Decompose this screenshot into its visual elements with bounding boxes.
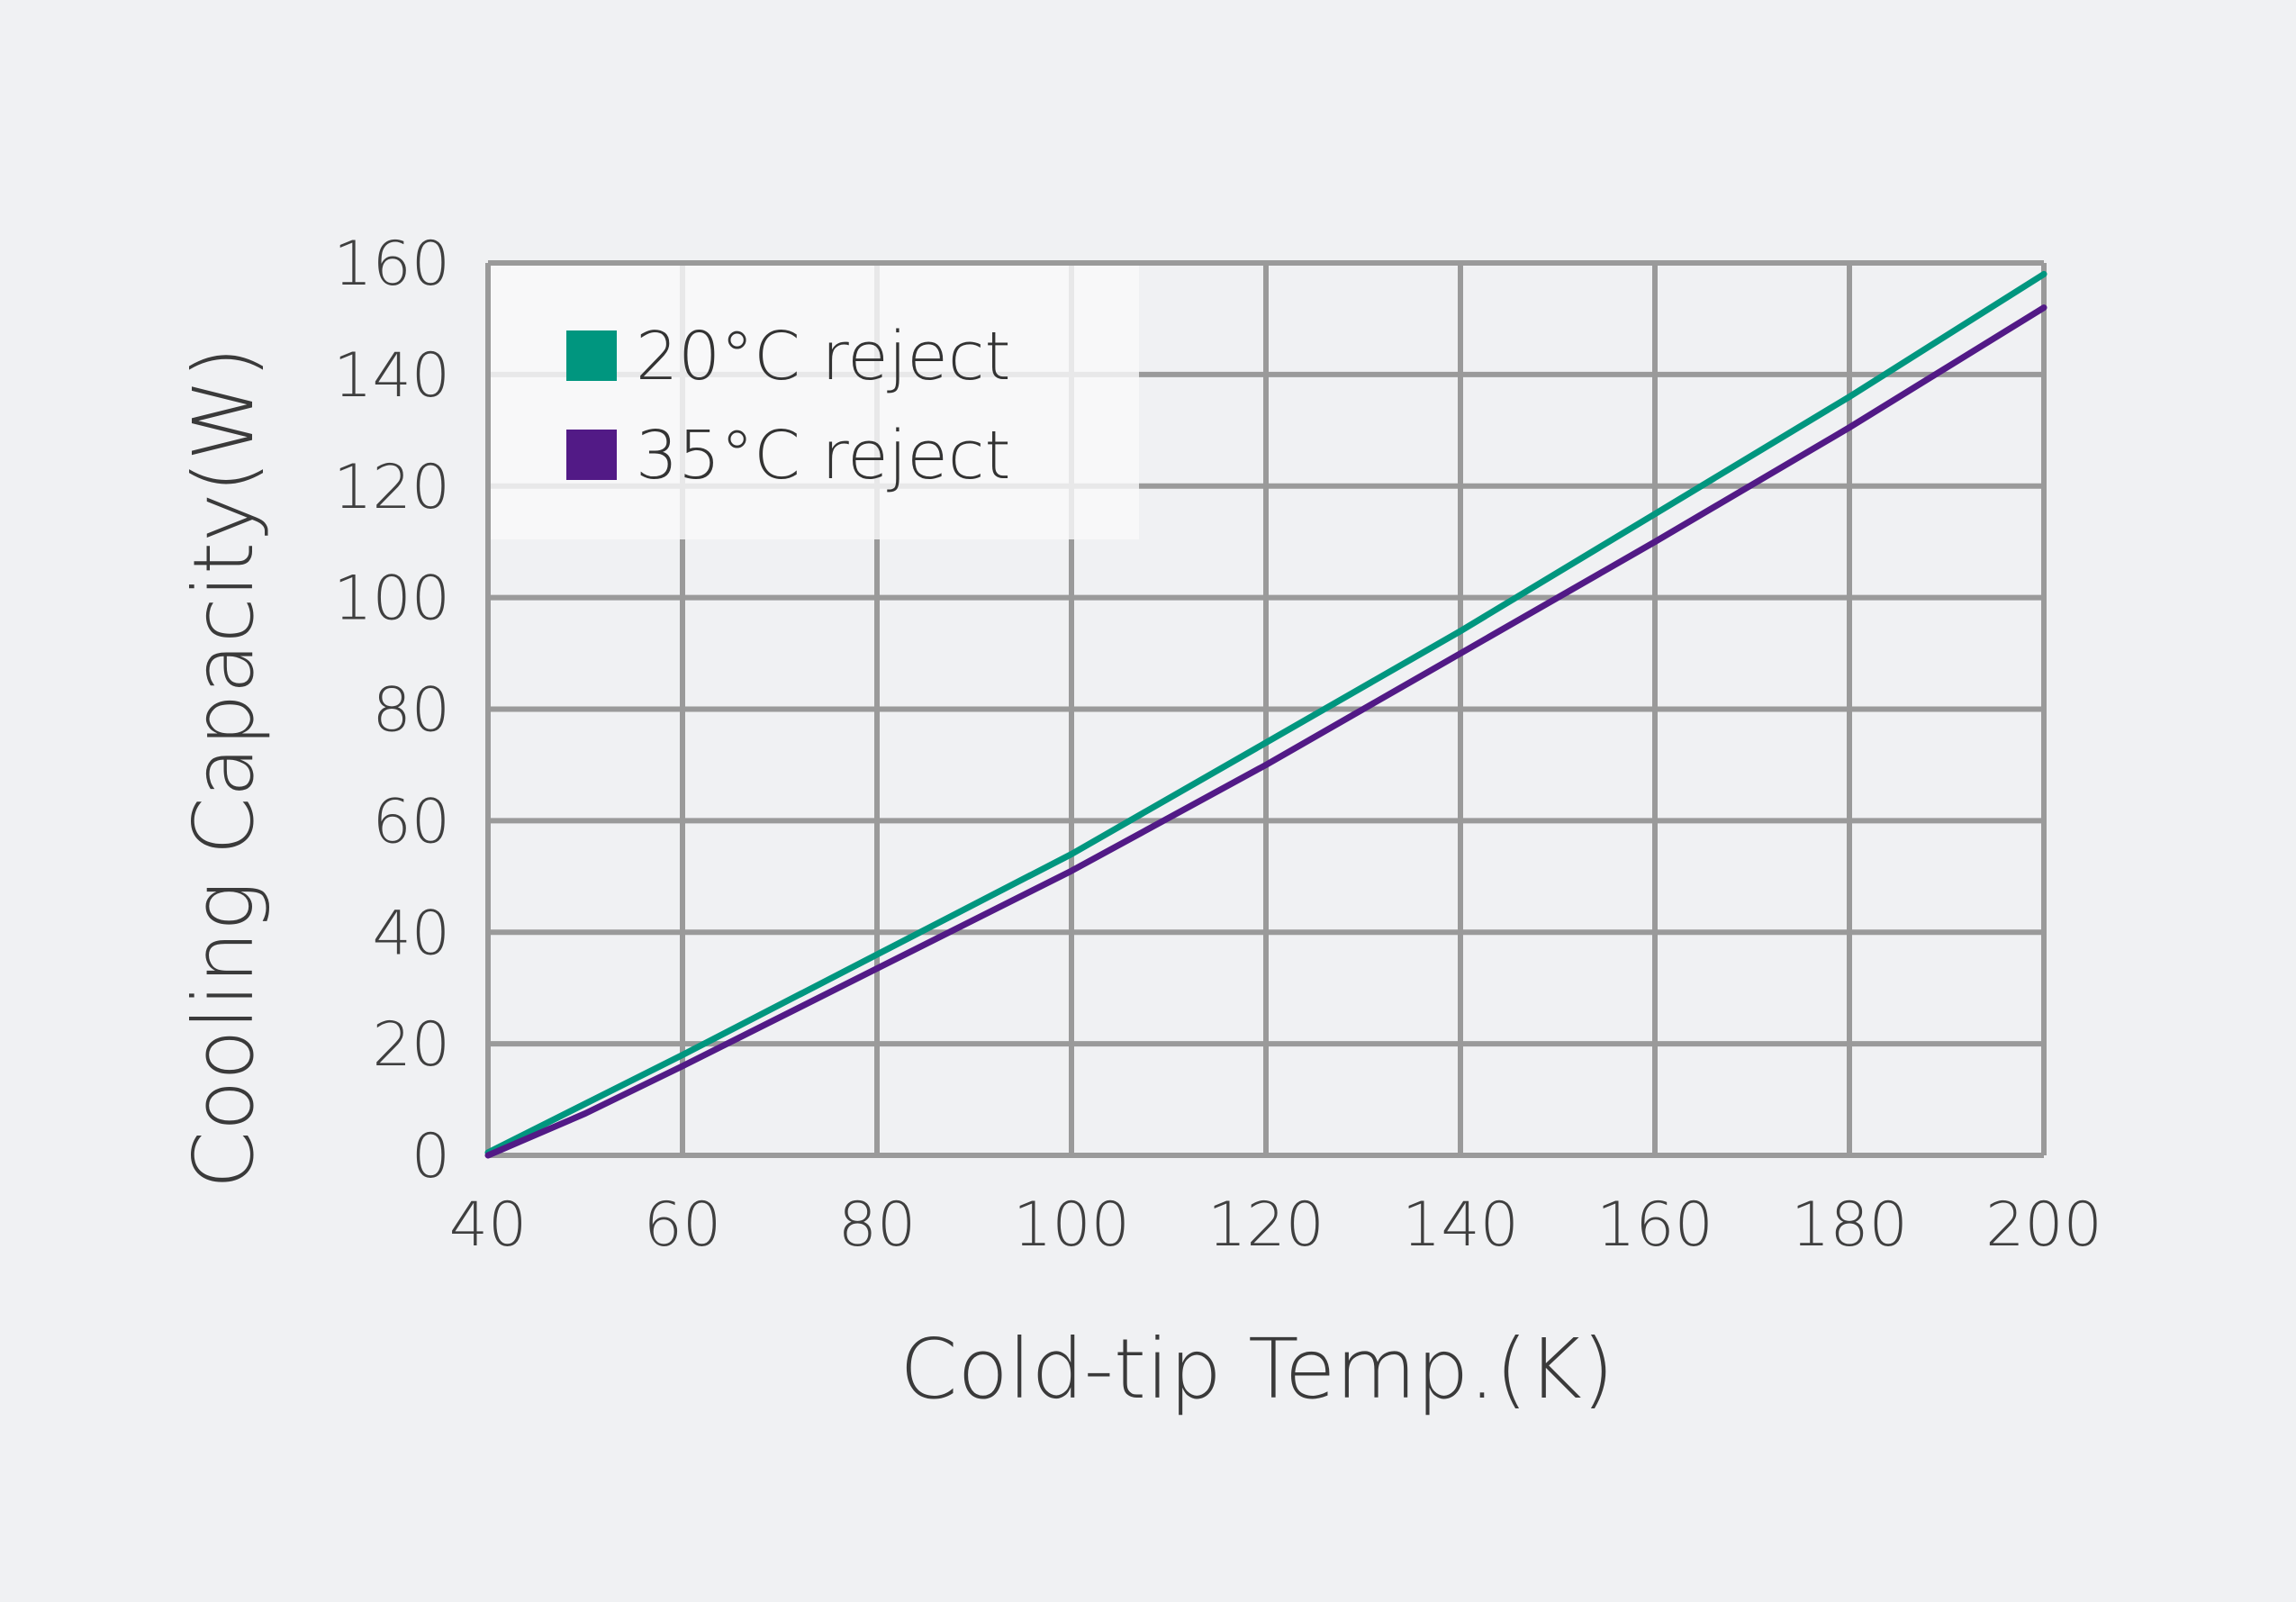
y-tick-label-20: 20 <box>372 1009 450 1081</box>
x-tick-labels: 40 60 80 100 120 140 160 180 200 <box>449 1190 2102 1261</box>
x-axis-title: Cold-tip Temp.(K) <box>899 1321 1614 1417</box>
y-tick-labels: 0 20 40 60 80 100 120 140 160 <box>333 229 450 1192</box>
y-tick-label-40: 40 <box>372 898 450 969</box>
grid <box>485 260 2047 1158</box>
y-axis-title: Cooling Capacity(W) <box>176 347 272 1190</box>
x-tick-label-160: 160 <box>1596 1190 1713 1261</box>
legend-swatch-35c-reject <box>566 430 617 480</box>
y-tick-label-100: 100 <box>333 564 450 635</box>
x-tick-label-200: 200 <box>1985 1190 2102 1261</box>
x-tick-label-180: 180 <box>1791 1190 1908 1261</box>
series-line-20c-reject <box>484 270 2047 1156</box>
series-lines <box>484 270 2047 1159</box>
y-tick-label-0: 0 <box>411 1121 450 1192</box>
x-tick-label-80: 80 <box>838 1190 917 1261</box>
legend-swatch-20c-reject <box>566 330 617 381</box>
x-tick-label-100: 100 <box>1013 1190 1130 1261</box>
legend-label-20c-reject: 20°C reject <box>636 318 1010 395</box>
legend-label-35c-reject: 35°C reject <box>636 417 1010 494</box>
x-tick-label-40: 40 <box>449 1190 528 1261</box>
legend-background <box>491 266 1139 539</box>
x-tick-label-120: 120 <box>1207 1190 1324 1261</box>
x-tick-label-60: 60 <box>644 1190 722 1261</box>
legend: 20°C reject 35°C reject <box>491 266 1139 539</box>
y-tick-label-160: 160 <box>333 229 450 300</box>
y-tick-label-60: 60 <box>372 786 450 857</box>
y-tick-label-120: 120 <box>333 452 450 523</box>
y-tick-label-140: 140 <box>333 340 450 412</box>
y-tick-label-80: 80 <box>372 675 450 747</box>
x-tick-label-140: 140 <box>1402 1190 1519 1261</box>
series-line-35c-reject <box>484 304 2047 1159</box>
